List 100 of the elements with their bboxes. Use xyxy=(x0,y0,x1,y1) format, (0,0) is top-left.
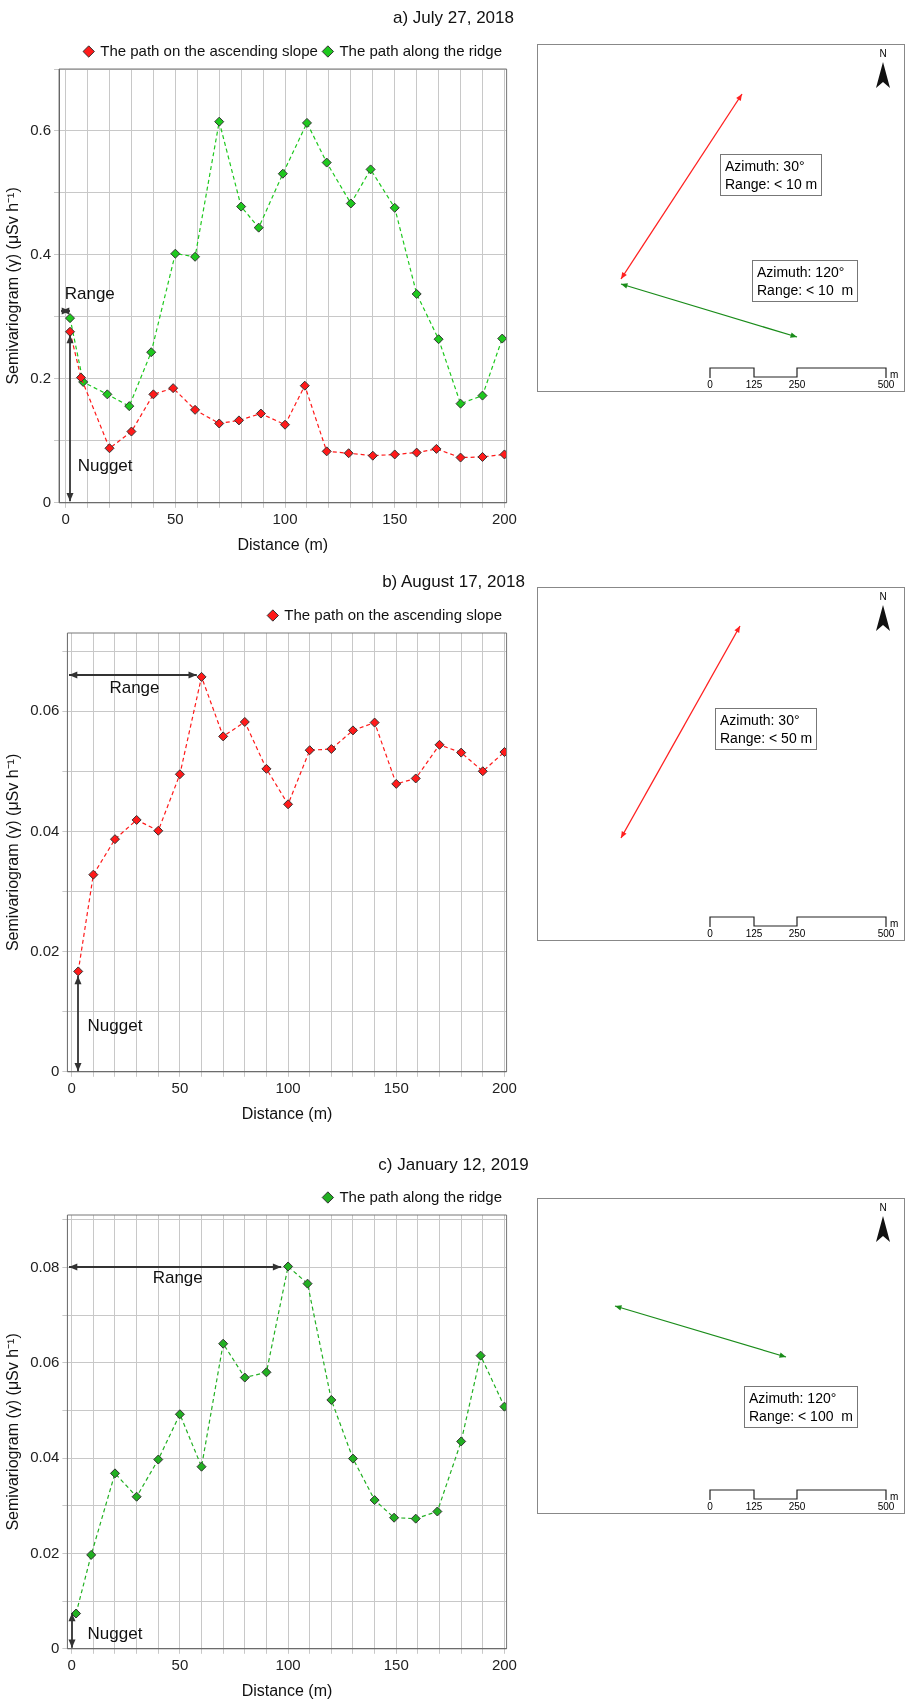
point xyxy=(497,333,507,344)
y-tick-label: 0.08 xyxy=(30,1257,60,1275)
text: N xyxy=(879,1202,887,1213)
point xyxy=(477,451,488,462)
point xyxy=(345,198,356,209)
point xyxy=(389,202,400,213)
y-tick-label: 0.2 xyxy=(30,369,52,386)
y-tick-label: 0 xyxy=(42,492,52,510)
point xyxy=(86,1549,97,1560)
point xyxy=(104,443,115,454)
text: Range: < 100 m xyxy=(749,1408,853,1424)
text: 500 xyxy=(877,1501,895,1512)
x-tick-label: 50 xyxy=(171,1655,189,1673)
y-tick-label: 0.4 xyxy=(30,245,52,263)
point xyxy=(433,334,444,345)
y-tick-label: 0.06 xyxy=(30,701,60,719)
point xyxy=(131,1491,142,1502)
point xyxy=(302,1278,313,1289)
text: N xyxy=(879,48,887,59)
annotation: Nugget xyxy=(87,1623,143,1643)
x-tick-label: 200 xyxy=(491,509,517,527)
text: 500 xyxy=(877,928,895,939)
point xyxy=(326,744,337,755)
chart-title: b) August 17, 2018 xyxy=(381,572,526,592)
y-tick-label: 0.02 xyxy=(30,941,60,959)
point xyxy=(367,450,378,461)
text: Azimuth: 30° xyxy=(720,712,800,728)
point xyxy=(124,401,135,412)
point xyxy=(214,116,225,127)
legend-label: The path on the ascending slope xyxy=(100,41,318,59)
point xyxy=(146,347,157,358)
point xyxy=(255,408,266,419)
x-axis-title: Distance (m) xyxy=(241,1104,333,1122)
text: 0 xyxy=(707,379,713,390)
text: N xyxy=(879,591,887,602)
chart-title: a) July 27, 2018 xyxy=(392,8,515,28)
x-tick-label: 150 xyxy=(383,1078,409,1096)
legend-label: The path along the ridge xyxy=(339,41,503,59)
point xyxy=(148,389,159,400)
text: 250 xyxy=(788,379,806,390)
legend-label: The path along the ridge xyxy=(339,1187,503,1205)
point xyxy=(283,1261,294,1272)
point xyxy=(456,747,467,758)
annotation: Nugget xyxy=(77,455,133,475)
point xyxy=(347,725,358,736)
point xyxy=(410,773,421,784)
point xyxy=(261,1367,272,1378)
point xyxy=(299,380,310,391)
point xyxy=(477,390,488,401)
point xyxy=(214,418,225,429)
point xyxy=(65,313,76,324)
point xyxy=(369,717,380,728)
point xyxy=(410,1513,421,1524)
y-tick-label: 0 xyxy=(51,1638,60,1656)
text: Range: < 50 m xyxy=(720,730,813,746)
x-axis-title: Distance (m) xyxy=(237,535,329,553)
point xyxy=(190,251,201,262)
point xyxy=(431,443,442,454)
point xyxy=(239,1372,250,1383)
point xyxy=(369,1495,380,1506)
point xyxy=(239,716,250,727)
point xyxy=(277,168,288,179)
text: Azimuth: 120° xyxy=(749,1390,837,1406)
point xyxy=(73,966,84,977)
point xyxy=(190,404,201,415)
x-tick-label: 150 xyxy=(382,509,408,527)
point xyxy=(456,1436,467,1447)
point xyxy=(126,426,137,437)
point xyxy=(75,372,86,383)
text: 125 xyxy=(745,928,763,939)
text: m xyxy=(890,1491,899,1502)
point xyxy=(434,739,445,750)
point xyxy=(280,419,291,430)
point xyxy=(455,398,466,409)
point xyxy=(326,1394,337,1405)
point xyxy=(411,288,422,299)
chart-title: c) January 12, 2019 xyxy=(377,1155,530,1175)
annotation: Nugget xyxy=(87,1016,143,1036)
point xyxy=(196,671,207,682)
annotation: Range xyxy=(152,1267,203,1287)
x-tick-label: 0 xyxy=(67,1655,76,1673)
point xyxy=(343,448,354,459)
x-tick-label: 100 xyxy=(275,1655,301,1673)
x-tick-label: 50 xyxy=(171,1078,189,1096)
point xyxy=(321,446,332,457)
y-tick-label: 0.06 xyxy=(30,1352,60,1370)
point xyxy=(321,157,332,168)
text: 250 xyxy=(788,1501,806,1512)
point xyxy=(168,383,179,394)
text: Azimuth: 120° xyxy=(757,264,845,280)
point xyxy=(475,1350,486,1361)
point xyxy=(411,447,422,458)
point xyxy=(218,731,229,742)
point xyxy=(236,201,247,212)
point xyxy=(196,1461,207,1472)
point xyxy=(65,326,76,337)
text: 125 xyxy=(745,379,763,390)
x-tick-label: 100 xyxy=(275,1078,301,1096)
point xyxy=(365,164,376,175)
y-tick-label: 0.6 xyxy=(30,121,52,139)
